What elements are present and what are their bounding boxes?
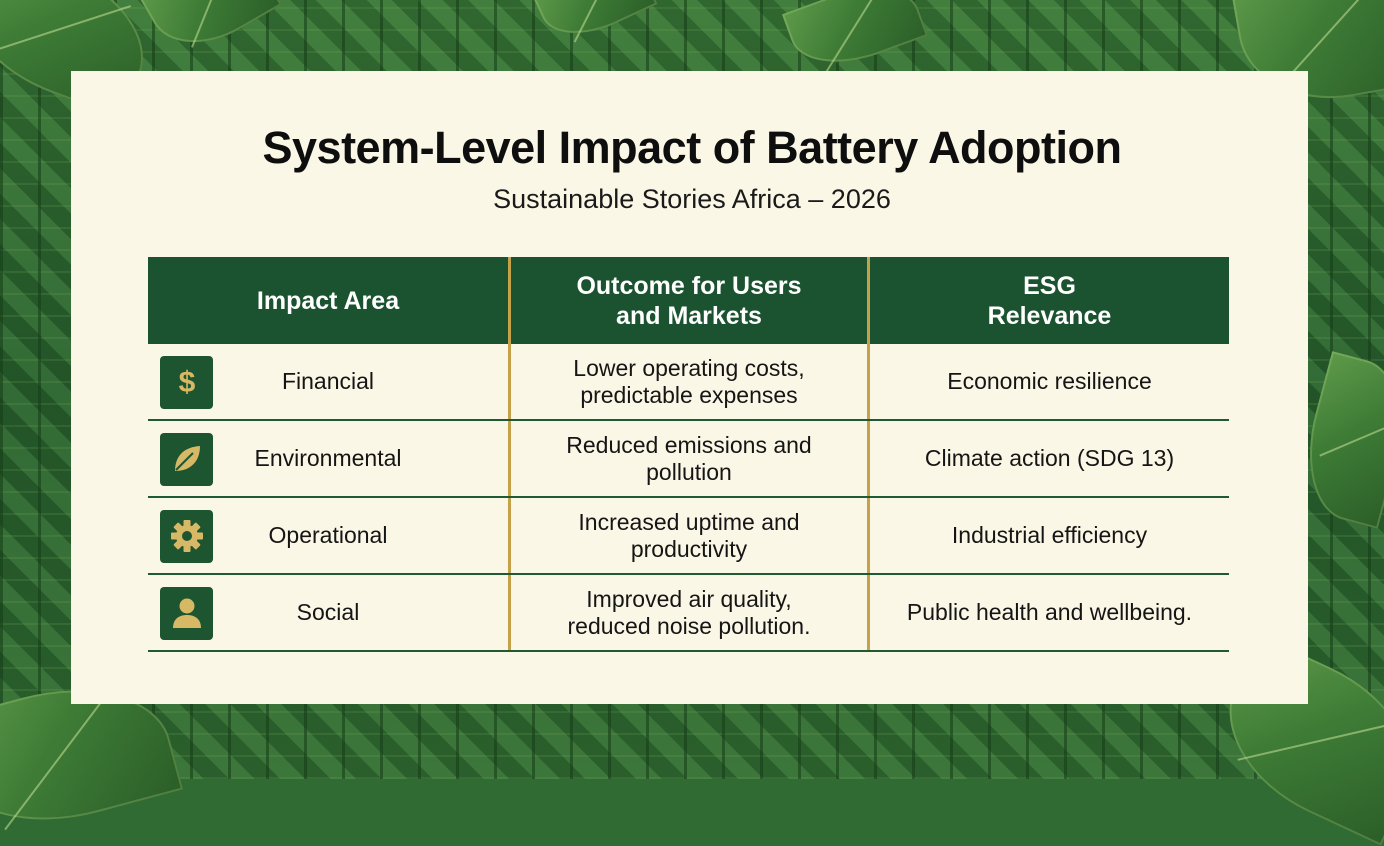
- impact-area-cell: Social: [148, 575, 508, 650]
- page-title: System-Level Impact of Battery Adoption: [262, 122, 1123, 173]
- esg-cell: Public health and wellbeing.: [867, 575, 1229, 650]
- content-card: [71, 71, 1308, 704]
- leaf-icon: [160, 432, 213, 486]
- table-row: Operational Increased uptime and product…: [148, 498, 1229, 575]
- header-esg: ESG Relevance: [867, 257, 1229, 344]
- page-subtitle: Sustainable Stories Africa – 2026: [493, 184, 891, 214]
- leaf-decoration: [138, 0, 282, 65]
- dollar-icon: $: [160, 355, 213, 409]
- table-row: Social Improved air quality, reduced noi…: [148, 575, 1229, 652]
- outcome-cell: Increased uptime and productivity: [508, 498, 867, 573]
- esg-cell: Economic resilience: [867, 344, 1229, 419]
- leaf-decoration: [781, 0, 929, 81]
- impact-area-label: Operational: [268, 522, 388, 548]
- leaf-decoration: [532, 0, 658, 51]
- header-outcome: Outcome for Users and Markets: [508, 257, 867, 344]
- table-row: $ Financial Lower operating costs, predi…: [148, 344, 1229, 421]
- outcome-cell: Reduced emissions and pollution: [508, 421, 867, 496]
- table-header: Impact Area Outcome for Users and Market…: [148, 257, 1229, 344]
- impact-table: Impact Area Outcome for Users and Market…: [148, 257, 1229, 652]
- svg-text:$: $: [178, 366, 195, 399]
- esg-cell: Climate action (SDG 13): [867, 421, 1229, 496]
- impact-area-cell: $ Financial: [148, 344, 508, 419]
- person-icon: [160, 586, 213, 640]
- impact-area-label: Social: [296, 599, 360, 625]
- outcome-cell: Lower operating costs, predictable expen…: [508, 344, 867, 419]
- impact-area-cell: Operational: [148, 498, 508, 573]
- impact-area-label: Environmental: [254, 445, 402, 471]
- impact-area-cell: Environmental: [148, 421, 508, 496]
- impact-area-label: Financial: [281, 368, 375, 394]
- esg-cell: Industrial efficiency: [867, 498, 1229, 573]
- header-impact-area: Impact Area: [256, 286, 400, 315]
- outcome-cell: Improved air quality, reduced noise poll…: [508, 575, 867, 650]
- table-row: Environmental Reduced emissions and poll…: [148, 421, 1229, 498]
- gear-icon: [160, 509, 213, 563]
